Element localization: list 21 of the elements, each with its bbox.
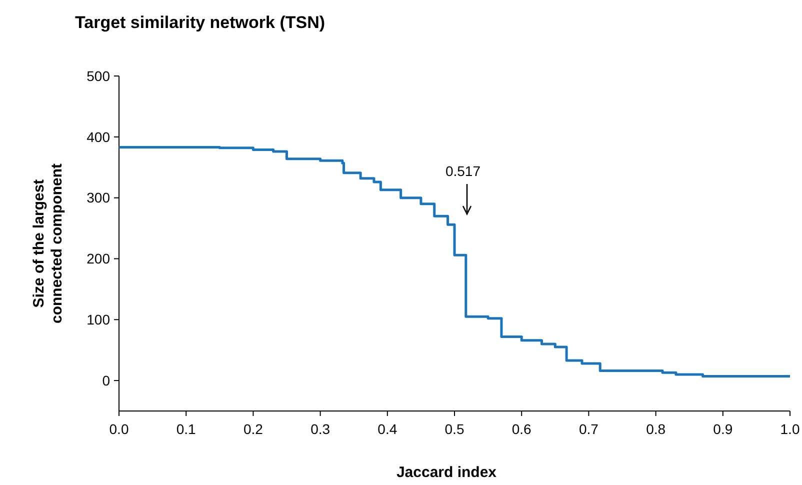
x-tick-label: 1.0 (780, 421, 800, 437)
x-tick-label: 0.9 (713, 421, 733, 437)
x-tick-label: 0.8 (646, 421, 666, 437)
y-tick-label: 100 (86, 312, 110, 328)
x-tick-label: 0.7 (578, 421, 599, 437)
y-tick-label: 0 (102, 372, 110, 388)
y-axis-title: Size of the largest connected component (30, 163, 66, 324)
x-tick-label: 0.5 (444, 421, 464, 437)
x-tick-label: 0.1 (176, 421, 196, 437)
x-axis-title: Jaccard index (396, 464, 498, 481)
y-tick-label: 400 (86, 128, 110, 145)
x-tick-label: 0.6 (512, 421, 532, 437)
chart-title: Target similarity network (TSN) (75, 13, 326, 32)
y-tick-label: 300 (86, 190, 110, 206)
x-tick-label: 0.0 (109, 421, 129, 437)
x-tick-label: 0.4 (378, 421, 398, 437)
y-tick-label: 200 (86, 250, 110, 267)
x-tick-label: 0.2 (243, 421, 264, 437)
annotation: 0.517 (445, 163, 481, 179)
y-tick-label: 500 (86, 68, 110, 84)
x-tick-label: 0.3 (310, 421, 330, 437)
